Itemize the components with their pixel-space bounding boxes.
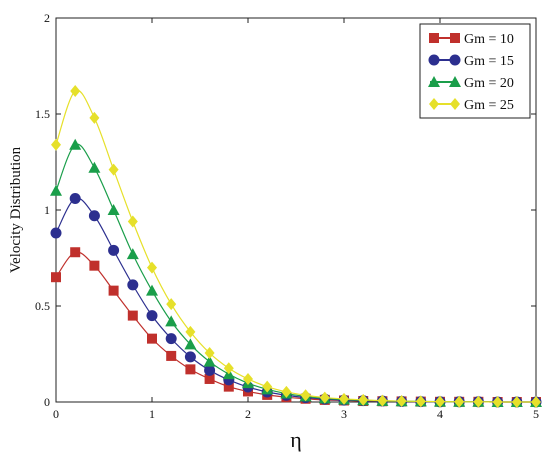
data-point: [126, 248, 139, 260]
y-axis-label: Velocity Distribution: [8, 146, 24, 273]
legend-label: Gm = 15: [464, 54, 514, 69]
data-point: [454, 395, 465, 408]
x-tick-label: 4: [437, 407, 443, 421]
legend-marker: [429, 98, 439, 110]
y-tick-label: 1: [44, 203, 50, 217]
data-point: [89, 111, 100, 124]
data-point: [281, 385, 292, 398]
data-point: [415, 395, 426, 408]
data-point: [185, 364, 196, 375]
y-tick-label: 1.5: [35, 107, 50, 121]
data-point: [185, 325, 196, 338]
data-point: [51, 272, 61, 283]
data-point: [262, 380, 273, 393]
data-point: [108, 163, 119, 176]
data-point: [70, 247, 81, 258]
legend-label: Gm = 20: [464, 76, 514, 91]
x-tick-label: 3: [341, 407, 347, 421]
y-tick-label: 2: [44, 11, 50, 25]
data-point: [203, 355, 216, 367]
x-tick-label: 1: [149, 407, 155, 421]
data-point: [184, 351, 196, 363]
legend-marker: [428, 54, 440, 66]
data-point: [69, 138, 82, 150]
data-point: [204, 364, 216, 376]
data-point: [166, 298, 177, 311]
data-point: [147, 261, 157, 274]
data-point: [107, 204, 120, 215]
legend-marker: [449, 54, 461, 66]
data-point: [127, 215, 138, 228]
legend-marker: [429, 33, 439, 43]
data-point: [377, 394, 388, 407]
data-point: [165, 333, 177, 345]
legend: Gm = 10 Gm = 15 Gm = 20 Gm = 25: [419, 23, 531, 119]
data-point: [223, 362, 234, 375]
legend-label: Gm = 25: [464, 98, 514, 113]
data-point: [319, 391, 330, 404]
data-point: [204, 373, 215, 384]
data-point: [88, 210, 100, 222]
data-point: [511, 396, 522, 408]
data-point: [396, 395, 407, 408]
data-point: [300, 389, 311, 402]
legend-marker: [450, 33, 460, 43]
data-point: [108, 285, 119, 296]
data-point: [204, 347, 215, 360]
data-point: [492, 396, 503, 408]
data-point: [531, 396, 541, 408]
data-point: [243, 372, 253, 385]
data-point: [88, 161, 101, 173]
y-axis: 0 0.5 1 1.5 2: [35, 11, 536, 409]
x-axis-label: η: [290, 427, 302, 452]
data-point: [69, 192, 81, 204]
legend-label: Gm = 10: [464, 32, 514, 47]
data-point: [166, 350, 177, 361]
data-point: [339, 392, 349, 405]
data-point: [146, 310, 158, 322]
data-point: [358, 393, 369, 406]
x-tick-label: 5: [533, 407, 539, 421]
y-tick-label: 0.5: [35, 299, 50, 313]
data-point: [50, 184, 62, 196]
data-point: [435, 395, 445, 408]
x-tick-label: 2: [245, 407, 251, 421]
data-point: [147, 333, 157, 344]
series-gm-25: [51, 84, 541, 408]
data-point: [50, 227, 62, 239]
legend-marker: [449, 76, 461, 87]
data-point: [184, 338, 197, 350]
data-point: [127, 310, 138, 321]
data-point: [108, 244, 120, 256]
data-point: [89, 260, 100, 271]
data-point: [51, 138, 61, 151]
legend-marker: [428, 76, 440, 87]
data-point: [473, 395, 484, 408]
data-point: [70, 84, 81, 97]
series-layer: [50, 84, 542, 408]
data-point: [146, 284, 158, 296]
data-point: [127, 279, 139, 291]
y-tick-label: 0: [44, 395, 50, 409]
data-point: [165, 315, 178, 327]
x-tick-label: 0: [53, 407, 59, 421]
legend-marker: [450, 98, 460, 110]
data-point: [223, 381, 234, 392]
